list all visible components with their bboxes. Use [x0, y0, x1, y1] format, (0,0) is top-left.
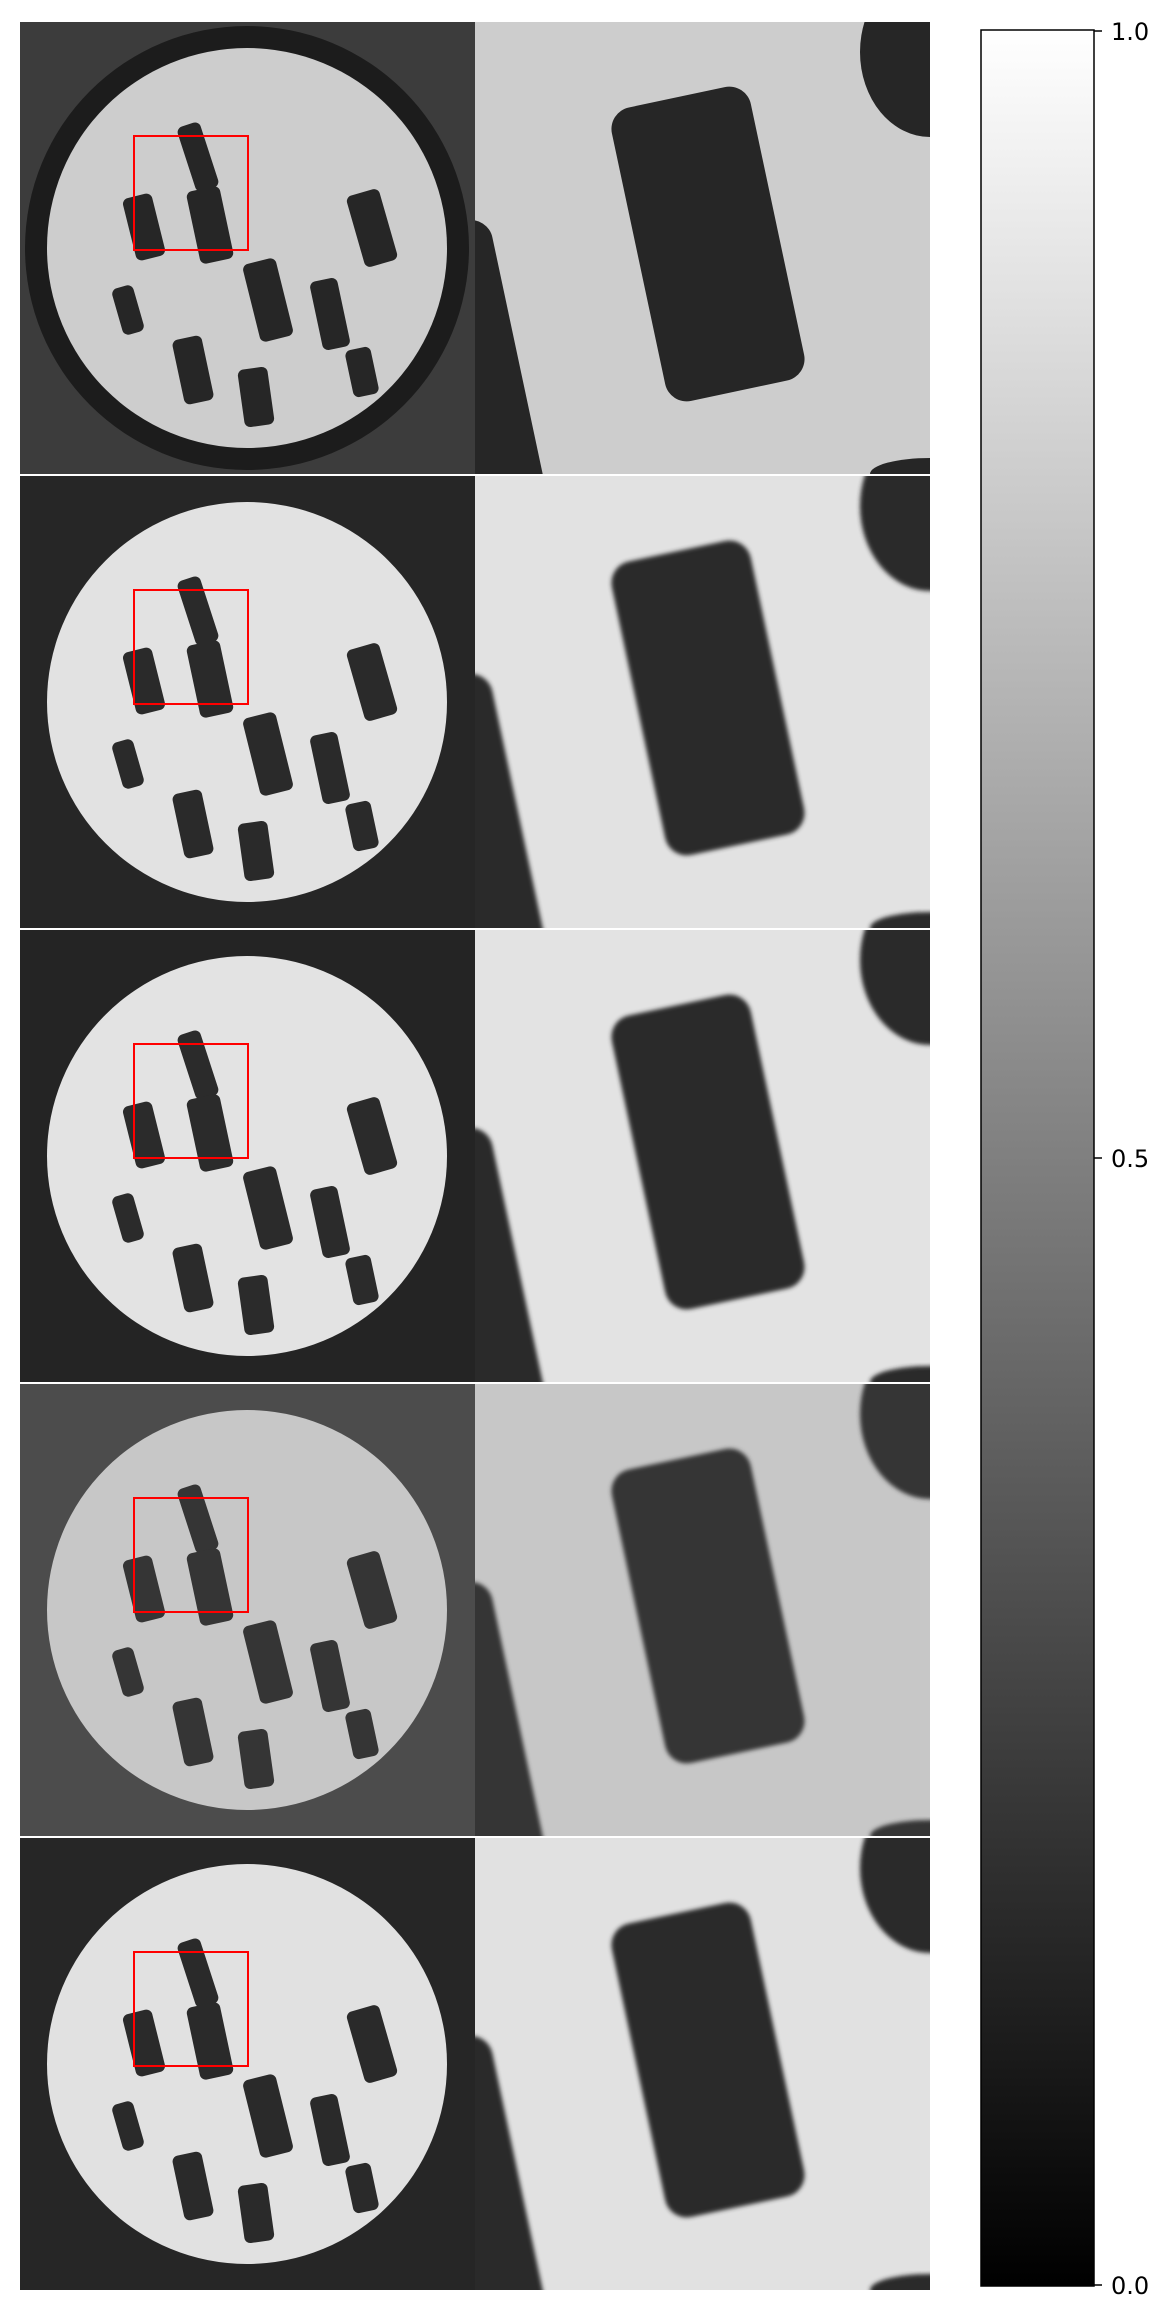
zoom-insert-partial [870, 1820, 930, 1836]
roi-box [133, 1497, 249, 1613]
phantom-insert [172, 2151, 214, 2221]
phantom-insert [345, 1708, 379, 1760]
phantom-insert [186, 640, 234, 718]
colorbar-gradient [980, 29, 1095, 2287]
zoom-insert [611, 540, 805, 856]
phantom-insert [177, 576, 219, 646]
zoom-insert-partial [860, 476, 930, 591]
zoom-insert [611, 1902, 805, 2218]
panel-row [20, 930, 930, 1382]
zoomed-roi-image [475, 22, 930, 474]
zoom-insert-partial [475, 674, 547, 928]
phantom-insert [310, 1185, 350, 1259]
colorbar: 1.0 0.5 0.0 [980, 18, 1149, 2300]
panel-row [20, 22, 930, 474]
phantom-insert [112, 739, 144, 789]
phantom-insert [346, 1551, 398, 1629]
phantom-insert [346, 1097, 398, 1175]
full-slice-image [20, 476, 475, 928]
zoomed-roi-image [475, 1384, 930, 1836]
phantom-insert [346, 2005, 398, 2083]
phantom-insert [177, 1938, 219, 2008]
panel-row [20, 476, 930, 928]
colorbar-tick-label: 0.0 [1111, 2272, 1149, 2300]
phantom-insert [237, 1728, 275, 1790]
roi-box [133, 589, 249, 705]
phantom-insert [172, 335, 214, 405]
zoom-insert-partial [475, 1128, 547, 1382]
phantom-insert [112, 285, 144, 335]
phantom-insert [172, 1243, 214, 1313]
phantom-insert [310, 277, 350, 351]
phantom-insert [186, 1548, 234, 1626]
full-slice-image [20, 1838, 475, 2290]
zoom-insert [611, 86, 805, 402]
phantom-insert [243, 2074, 293, 2158]
zoom-insert [611, 994, 805, 1310]
phantom-insert [112, 1193, 144, 1243]
phantom-insert [345, 800, 379, 852]
zoom-insert-partial [860, 930, 930, 1045]
roi-box [133, 1043, 249, 1159]
phantom-insert [186, 1094, 234, 1172]
phantom-insert [172, 1697, 214, 1767]
zoomed-roi-image [475, 1838, 930, 2290]
phantom-insert [186, 2002, 234, 2080]
phantom-insert [243, 712, 293, 796]
zoom-insert-partial [475, 2036, 547, 2290]
phantom-insert [243, 258, 293, 342]
phantom-insert [243, 1166, 293, 1250]
phantom-insert [345, 346, 379, 398]
phantom-insert [237, 2182, 275, 2244]
zoom-insert-partial [860, 1384, 930, 1499]
zoom-insert-partial [870, 2274, 930, 2290]
phantom-insert [112, 1647, 144, 1697]
roi-box [133, 1951, 249, 2067]
phantom-insert [177, 1030, 219, 1100]
phantom-insert [310, 2093, 350, 2167]
image-panels [20, 22, 930, 2290]
full-slice-image [20, 22, 475, 474]
phantom-insert [237, 1274, 275, 1336]
phantom-insert [346, 643, 398, 721]
zoomed-roi-image [475, 476, 930, 928]
zoom-insert-partial [870, 912, 930, 928]
zoom-insert-partial [475, 220, 547, 474]
zoom-insert-partial [870, 1366, 930, 1382]
zoom-insert-partial [860, 22, 930, 137]
phantom-insert [310, 1639, 350, 1713]
full-slice-image [20, 1384, 475, 1836]
colorbar-tick-label: 0.5 [1111, 1145, 1149, 1173]
colorbar-tick-label: 1.0 [1111, 18, 1149, 46]
phantom-insert [237, 820, 275, 882]
phantom-insert [172, 789, 214, 859]
phantom-insert [186, 186, 234, 264]
phantom-insert [310, 731, 350, 805]
panel-row [20, 1384, 930, 1836]
panel-row [20, 1838, 930, 2290]
phantom-insert [177, 1484, 219, 1554]
phantom-insert [243, 1620, 293, 1704]
roi-box [133, 135, 249, 251]
zoom-insert-partial [475, 1582, 547, 1836]
phantom-insert [177, 122, 219, 192]
zoom-insert-partial [860, 1838, 930, 1953]
full-slice-image [20, 930, 475, 1382]
zoom-insert [611, 1448, 805, 1764]
phantom-insert [237, 366, 275, 428]
phantom-insert [345, 1254, 379, 1306]
zoom-insert-partial [870, 458, 930, 474]
phantom-insert [346, 189, 398, 267]
zoomed-roi-image [475, 930, 930, 1382]
phantom-insert [345, 2162, 379, 2214]
phantom-insert [112, 2101, 144, 2151]
